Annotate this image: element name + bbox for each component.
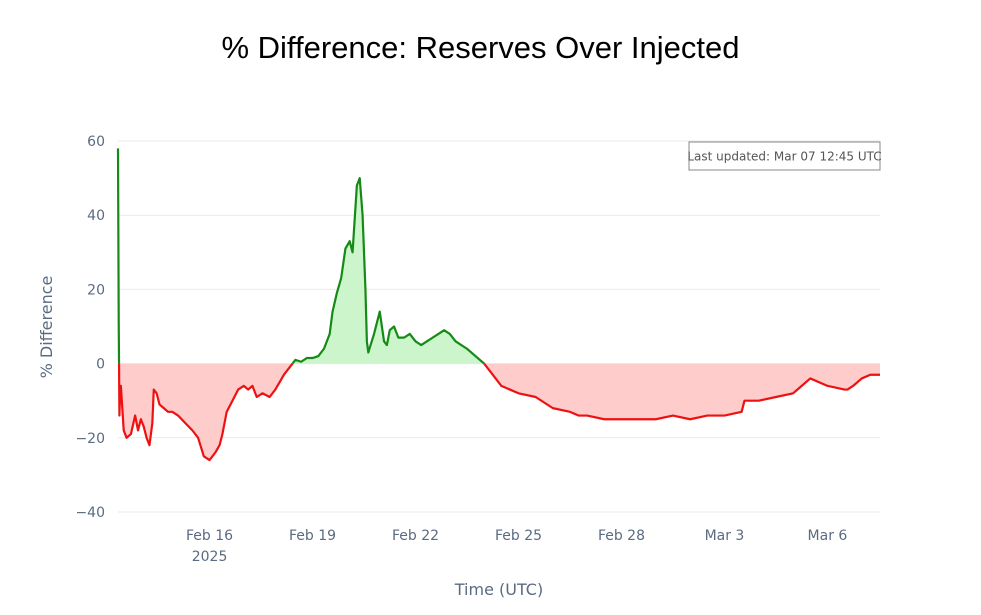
last-updated-annotation: Last updated: Mar 07 12:45 UTC	[687, 141, 882, 171]
line-negative	[117, 363, 880, 462]
y-tick-label: −40	[75, 505, 105, 521]
y-tick-label: 40	[87, 208, 105, 224]
y-tick-label: 0	[96, 357, 105, 373]
y-tick-label: 60	[87, 134, 105, 150]
y-tick-label: −20	[75, 431, 105, 447]
gridlines	[118, 140, 880, 513]
x-tick-label: Mar 6	[808, 528, 848, 544]
y-tick-label: 20	[87, 282, 105, 298]
y-axis-ticks: 60 40 20 0 −20 −40	[75, 134, 105, 521]
area-fill	[118, 148, 880, 461]
difference-line	[116, 148, 880, 462]
last-updated-text: Last updated: Mar 07 12:45 UTC	[687, 150, 881, 164]
x-tick-label: Feb 22	[392, 528, 439, 544]
x-tick-label: Feb 19	[289, 528, 336, 544]
x-axis-title: Time (UTC)	[454, 580, 543, 599]
chart-title: % Difference: Reserves Over Injected	[221, 30, 740, 65]
x-tick-label: Feb 28	[598, 528, 645, 544]
y-axis-title: % Difference	[37, 276, 56, 379]
area-negative	[119, 363, 880, 461]
x-tick-label: Mar 3	[705, 528, 745, 544]
area-positive	[118, 148, 880, 364]
x-tick-label: Feb 25	[495, 528, 542, 544]
x-tick-sublabel: 2025	[192, 549, 228, 565]
x-axis-ticks: Feb 16 2025 Feb 19 Feb 22 Feb 25 Feb 28 Mar 3 M…	[186, 528, 847, 565]
line-positive	[116, 148, 486, 364]
x-tick-label: Feb 16	[186, 528, 233, 544]
